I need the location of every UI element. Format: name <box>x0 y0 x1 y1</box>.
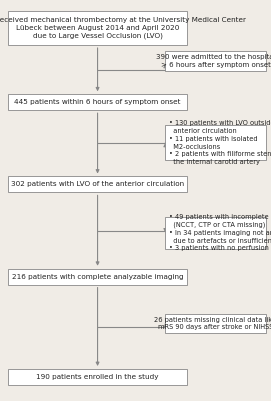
Text: 390 were admitted to the hospital
> 6 hours after symptom onset: 390 were admitted to the hospital > 6 ho… <box>156 54 271 68</box>
Text: 445 patients within 6 hours of symptom onset: 445 patients within 6 hours of symptom o… <box>14 99 181 105</box>
FancyBboxPatch shape <box>165 125 266 160</box>
FancyBboxPatch shape <box>165 217 266 249</box>
FancyBboxPatch shape <box>8 11 187 45</box>
FancyBboxPatch shape <box>165 314 266 333</box>
Text: 190 patients enrolled in the study: 190 patients enrolled in the study <box>36 374 159 380</box>
Text: 216 patients with complete analyzable imaging: 216 patients with complete analyzable im… <box>12 274 183 279</box>
FancyBboxPatch shape <box>165 51 266 71</box>
FancyBboxPatch shape <box>8 369 187 385</box>
FancyBboxPatch shape <box>8 94 187 110</box>
FancyBboxPatch shape <box>8 269 187 285</box>
FancyBboxPatch shape <box>8 176 187 192</box>
Text: 26 patients missing clinical data like
mRS 90 days after stroke or NIHSS: 26 patients missing clinical data like m… <box>154 317 271 330</box>
Text: • 130 patients with LVO outside of the
  anterior circulation
• 11 patients with: • 130 patients with LVO outside of the a… <box>169 120 271 165</box>
Text: 835 patients received mechanical thrombectomy at the University Medical Center
L: 835 patients received mechanical thrombe… <box>0 17 246 39</box>
Text: • 49 patients with incomplete imaging
  (NCCT, CTP or CTA missing)
• In 34 patie: • 49 patients with incomplete imaging (N… <box>169 214 271 251</box>
Text: 302 patients with LVO of the anterior circulation: 302 patients with LVO of the anterior ci… <box>11 182 184 187</box>
